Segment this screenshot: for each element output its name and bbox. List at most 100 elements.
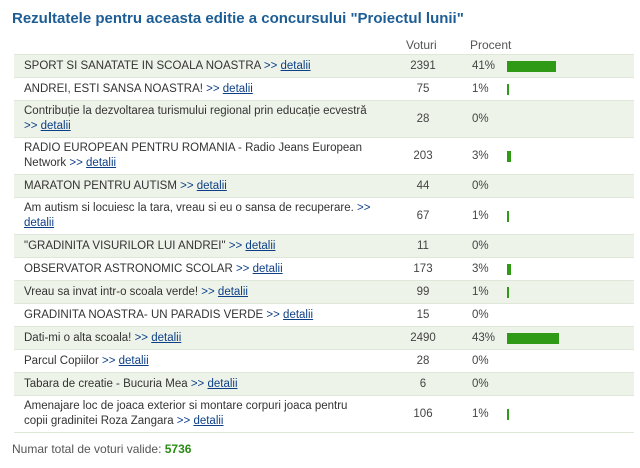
percent-value: 1% bbox=[472, 408, 489, 420]
table-row: "GRADINITA VISURILOR LUI ANDREI" >> deta… bbox=[14, 235, 634, 258]
project-name: "GRADINITA VISURILOR LUI ANDREI" >> deta… bbox=[24, 239, 374, 254]
link-arrows: >> bbox=[24, 120, 38, 132]
link-arrows: >> bbox=[69, 157, 83, 169]
votes-value: 99 bbox=[416, 286, 430, 298]
project-name: Dati-mi o alta scoala! >> detalii bbox=[24, 331, 374, 346]
table-row: OBSERVATOR ASTRONOMIC SCOLAR >> detalii 1… bbox=[14, 258, 634, 281]
percent-bar bbox=[507, 211, 509, 222]
project-title: Am autism si locuiesc la tara, vreau si … bbox=[24, 202, 354, 214]
project-title: Amenajare loc de joaca exterior si monta… bbox=[24, 400, 348, 427]
percent-bar bbox=[507, 151, 511, 162]
table-row: Amenajare loc de joaca exterior si monta… bbox=[14, 396, 634, 433]
project-title: SPORT SI SANATATE IN SCOALA NOASTRA bbox=[24, 60, 261, 72]
percent-value: 0% bbox=[472, 240, 489, 252]
percent-value: 3% bbox=[472, 150, 489, 162]
total-votes-value: 5736 bbox=[164, 442, 192, 456]
table-row: ANDREI, ESTI SANSA NOASTRA! >> detalii 75… bbox=[14, 78, 634, 101]
percent-value: 1% bbox=[472, 210, 489, 222]
page-title: Rezultatele pentru aceasta editie a conc… bbox=[12, 10, 464, 27]
percent-value: 0% bbox=[472, 113, 489, 125]
project-title: Dati-mi o alta scoala! bbox=[24, 332, 132, 344]
project-title: GRADINITA NOASTRA- UN PARADIS VERDE bbox=[24, 309, 264, 321]
total-votes-footer: Numar total de voturi valide: 5736 bbox=[12, 442, 191, 456]
project-name: Contribuție la dezvoltarea turismului re… bbox=[24, 104, 374, 134]
votes-value: 173 bbox=[413, 263, 433, 275]
votes-value: 75 bbox=[416, 83, 430, 95]
percent-column-header: Procent bbox=[470, 38, 512, 52]
details-link[interactable]: detalii bbox=[222, 83, 253, 95]
link-arrows: >> bbox=[180, 180, 194, 192]
project-name: Amenajare loc de joaca exterior si monta… bbox=[24, 399, 374, 429]
details-link[interactable]: detalii bbox=[24, 217, 55, 229]
votes-column-header: Voturi bbox=[406, 38, 437, 52]
details-link[interactable]: detalii bbox=[151, 332, 182, 344]
details-link[interactable]: detalii bbox=[118, 355, 149, 367]
percent-value: 3% bbox=[472, 263, 489, 275]
table-row: Dati-mi o alta scoala! >> detalii 2490 43% bbox=[14, 327, 634, 350]
project-name: OBSERVATOR ASTRONOMIC SCOLAR >> detalii bbox=[24, 262, 374, 277]
details-link[interactable]: detalii bbox=[283, 309, 314, 321]
link-arrows: >> bbox=[235, 263, 250, 275]
percent-bar bbox=[507, 84, 509, 95]
table-row: Tabara de creatie - Bucuria Mea >> detal… bbox=[14, 373, 634, 396]
details-link[interactable]: detalii bbox=[193, 415, 224, 427]
details-link[interactable]: detalii bbox=[280, 60, 311, 72]
percent-value: 0% bbox=[472, 378, 489, 390]
project-name: ANDREI, ESTI SANSA NOASTRA! >> detalii bbox=[24, 82, 374, 97]
link-arrows: >> bbox=[266, 309, 280, 321]
table-row: MARATON PENTRU AUTISM >> detalii 44 0% bbox=[14, 175, 634, 198]
votes-value: 11 bbox=[417, 240, 429, 252]
project-name: Tabara de creatie - Bucuria Mea >> detal… bbox=[24, 377, 374, 392]
project-title: MARATON PENTRU AUTISM bbox=[24, 180, 177, 192]
details-link[interactable]: detalii bbox=[245, 240, 276, 252]
votes-value: 2490 bbox=[410, 332, 436, 344]
project-title: Vreau sa invat intr-o scoala verde! bbox=[24, 286, 199, 298]
percent-value: 0% bbox=[472, 355, 489, 367]
project-name: MARATON PENTRU AUTISM >> detalii bbox=[24, 179, 374, 194]
percent-value: 1% bbox=[472, 83, 489, 95]
percent-bar bbox=[507, 264, 511, 275]
link-arrows: >> bbox=[201, 286, 215, 298]
project-title: Tabara de creatie - Bucuria Mea bbox=[24, 378, 188, 390]
link-arrows: >> bbox=[357, 202, 371, 214]
table-row: GRADINITA NOASTRA- UN PARADIS VERDE >> d… bbox=[14, 304, 634, 327]
details-link[interactable]: detalii bbox=[40, 120, 71, 132]
percent-value: 0% bbox=[472, 309, 489, 321]
link-arrows: >> bbox=[263, 60, 278, 72]
votes-value: 28 bbox=[416, 355, 430, 367]
details-link[interactable]: detalii bbox=[86, 157, 117, 169]
project-title: "GRADINITA VISURILOR LUI ANDREI" bbox=[24, 240, 226, 252]
table-row: RADIO EUROPEAN PENTRU ROMANIA - Radio Je… bbox=[14, 138, 634, 175]
details-link[interactable]: detalii bbox=[207, 378, 238, 390]
table-row: SPORT SI SANATATE IN SCOALA NOASTRA >> d… bbox=[14, 55, 634, 78]
link-arrows: >> bbox=[134, 332, 149, 344]
table-row: Contribuție la dezvoltarea turismului re… bbox=[14, 101, 634, 138]
votes-value: 67 bbox=[416, 210, 430, 222]
link-arrows: >> bbox=[228, 240, 243, 252]
project-name: Vreau sa invat intr-o scoala verde! >> d… bbox=[24, 285, 374, 300]
project-title: Contribuție la dezvoltarea turismului re… bbox=[24, 105, 367, 117]
total-votes-label: Numar total de voturi valide: bbox=[12, 442, 162, 456]
votes-value: 6 bbox=[419, 378, 427, 390]
votes-value: 28 bbox=[416, 113, 430, 125]
percent-value: 41% bbox=[472, 60, 496, 72]
link-arrows: >> bbox=[101, 355, 116, 367]
percent-value: 0% bbox=[472, 180, 489, 192]
link-arrows: >> bbox=[190, 378, 205, 390]
table-row: Vreau sa invat intr-o scoala verde! >> d… bbox=[14, 281, 634, 304]
project-name: GRADINITA NOASTRA- UN PARADIS VERDE >> d… bbox=[24, 308, 374, 323]
percent-value: 1% bbox=[472, 286, 489, 298]
details-link[interactable]: detalii bbox=[196, 180, 227, 192]
project-name: RADIO EUROPEAN PENTRU ROMANIA - Radio Je… bbox=[24, 141, 374, 171]
details-link[interactable]: detalii bbox=[217, 286, 248, 298]
table-row: Parcul Copiilor >> detalii 28 0% bbox=[14, 350, 634, 373]
percent-value: 43% bbox=[472, 332, 496, 344]
percent-bar bbox=[507, 61, 556, 72]
votes-value: 2391 bbox=[410, 60, 436, 72]
votes-value: 106 bbox=[413, 408, 433, 420]
votes-value: 15 bbox=[416, 309, 430, 321]
project-title: RADIO EUROPEAN PENTRU ROMANIA - Radio Je… bbox=[24, 142, 363, 169]
table-row: Am autism si locuiesc la tara, vreau si … bbox=[14, 198, 634, 235]
details-link[interactable]: detalii bbox=[252, 263, 283, 275]
project-name: SPORT SI SANATATE IN SCOALA NOASTRA >> d… bbox=[24, 59, 374, 74]
